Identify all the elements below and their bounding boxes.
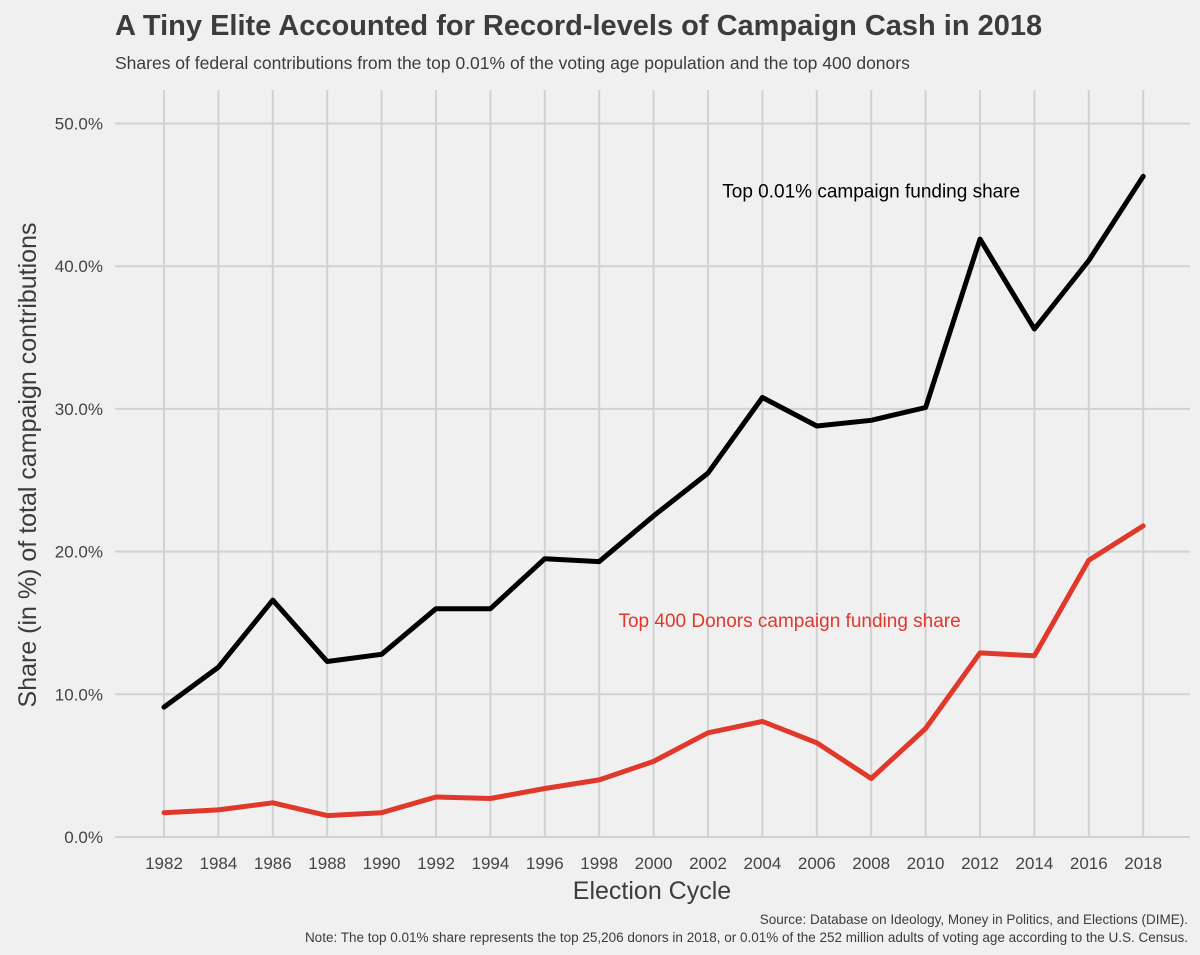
x-tick-label: 2006: [798, 854, 836, 873]
x-tick-label: 1988: [308, 854, 346, 873]
x-tick-label: 2014: [1015, 854, 1053, 873]
x-tick-label: 2008: [852, 854, 890, 873]
x-tick-label: 1982: [145, 854, 183, 873]
x-tick-label: 2004: [743, 854, 781, 873]
x-tick-label: 1994: [471, 854, 509, 873]
x-tick-label: 2018: [1124, 854, 1162, 873]
x-tick-label: 2016: [1070, 854, 1108, 873]
x-tick-label: 1992: [417, 854, 455, 873]
series-annotations: Top 0.01% campaign funding share Top 400 …: [618, 182, 1020, 633]
series-line-top-001: [161, 173, 1146, 710]
x-tick-label: 2002: [689, 854, 727, 873]
y-tick-label: 0.0%: [64, 828, 103, 847]
x-tick-label: 2000: [635, 854, 673, 873]
series-lines: [161, 173, 1146, 819]
note-caption: Note: The top 0.01% share represents the…: [304, 930, 1188, 945]
x-tick-label: 2010: [907, 854, 945, 873]
x-tick-label: 1990: [363, 854, 401, 873]
x-tick-label: 2012: [961, 854, 999, 873]
y-tick-label: 40.0%: [55, 257, 103, 276]
y-tick-labels: 0.0% 10.0% 20.0% 30.0% 40.0% 50.0%: [55, 115, 103, 848]
y-tick-label: 50.0%: [55, 115, 103, 134]
y-axis-title: Share (in %) of total campaign contribut…: [14, 223, 42, 708]
y-tick-label: 20.0%: [55, 543, 103, 562]
gridlines: [115, 90, 1190, 838]
x-tick-label: 1986: [254, 854, 292, 873]
x-tick-label: 1998: [580, 854, 618, 873]
x-axis-title: Election Cycle: [573, 877, 731, 905]
series-line-top-400: [161, 523, 1146, 819]
x-tick-label: 1984: [199, 854, 237, 873]
source-caption: Source: Database on Ideology, Money in P…: [759, 912, 1188, 927]
y-tick-label: 30.0%: [55, 400, 103, 419]
x-tick-labels: 1982 1984 1986 1988 1990 1992 1994 1996 1998 2000…: [145, 854, 1162, 873]
chart-subtitle: Shares of federal contributions from the…: [115, 53, 910, 73]
annotation-top-400: Top 400 Donors campaign funding share: [618, 611, 960, 632]
y-tick-label: 10.0%: [55, 685, 103, 704]
chart-title: A Tiny Elite Accounted for Record-levels…: [115, 10, 1043, 42]
x-tick-label: 1996: [526, 854, 564, 873]
annotation-top-001: Top 0.01% campaign funding share: [722, 182, 1020, 203]
